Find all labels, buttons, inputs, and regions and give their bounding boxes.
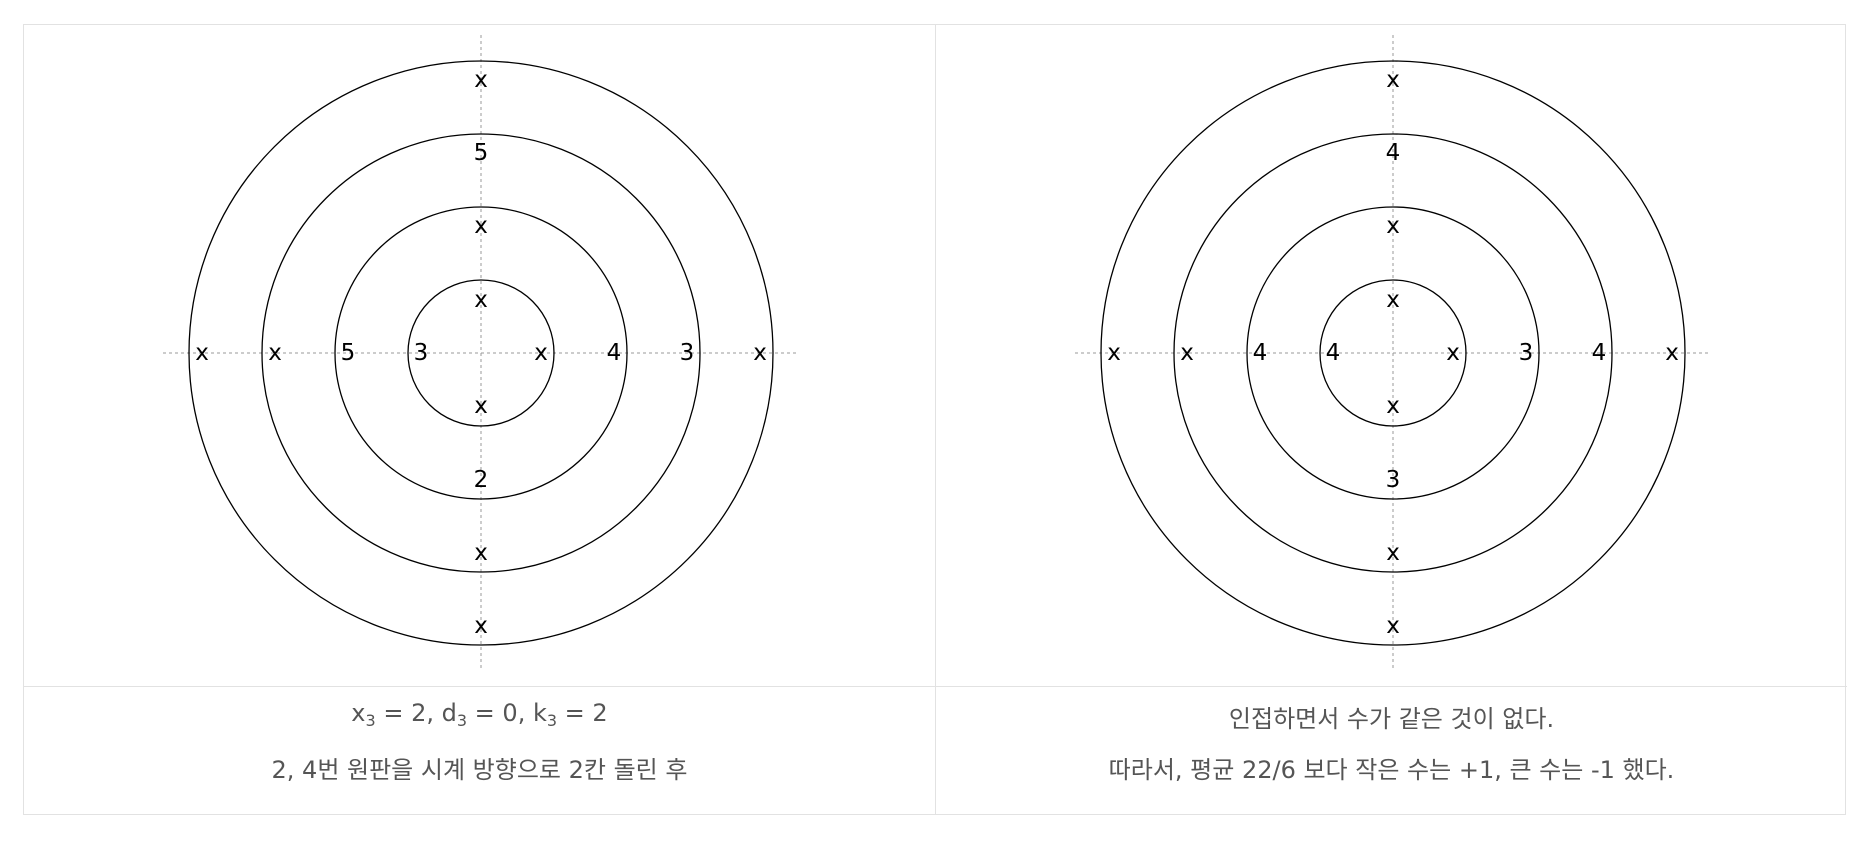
- ring-4-bottom-cell: x: [474, 613, 488, 639]
- formula-term-k: k3 = 2: [532, 699, 608, 730]
- ring-2-top-cell: x: [474, 213, 488, 239]
- ring-4-right-cell: x: [1665, 340, 1679, 366]
- caption-text: 따라서, 평균 22/6 보다 작은 수는 +1, 큰 수는 -1 했다.: [1108, 756, 1675, 784]
- ring-1-bottom-cell: x: [474, 393, 488, 419]
- disc-ring-3: [1173, 133, 1613, 573]
- caption-text: 인접하면서 수가 같은 것이 없다.: [1228, 705, 1555, 733]
- ring-3-right-cell: 4: [1592, 340, 1607, 366]
- ring-2-bottom-cell: 2: [474, 467, 489, 493]
- disc-ring-4: [188, 60, 774, 646]
- formula-term-d: d3 = 0,: [441, 699, 533, 730]
- ring-2-left-cell: 5: [341, 340, 356, 366]
- ring-1-left-cell: 3: [414, 340, 429, 366]
- ring-4-left-cell: x: [195, 340, 209, 366]
- ring-2-bottom-cell: 3: [1386, 467, 1401, 493]
- ring-2-right-cell: 4: [607, 340, 622, 366]
- disc-ring-2: [334, 206, 628, 500]
- ring-2-left-cell: 4: [1253, 340, 1268, 366]
- caption-formula: x3 = 2, d3 = 0, k3 = 2: [24, 699, 935, 730]
- ring-3-left-cell: x: [1180, 340, 1194, 366]
- ring-3-left-cell: x: [268, 340, 282, 366]
- ring-2-top-cell: x: [1386, 213, 1400, 239]
- caption-left: x3 = 2, d3 = 0, k3 = 2 2, 4번 원판을 시계 방향으로…: [24, 686, 935, 814]
- ring-3-top-cell: 5: [474, 140, 489, 166]
- caption-right: 인접하면서 수가 같은 것이 없다. 따라서, 평균 22/6 보다 작은 수는…: [936, 686, 1847, 814]
- ring-3-bottom-cell: x: [474, 540, 488, 566]
- ring-4-top-cell: x: [474, 67, 488, 93]
- disc-ring-1: [1319, 279, 1467, 427]
- ring-1-right-cell: x: [1446, 340, 1460, 366]
- ring-1-bottom-cell: x: [1386, 393, 1400, 419]
- ring-4-top-cell: x: [1386, 67, 1400, 93]
- ring-1-left-cell: 4: [1326, 340, 1341, 366]
- formula-term-x: x3 = 2,: [351, 699, 442, 730]
- disc-ring-2: [1246, 206, 1540, 500]
- disc-ring-4: [1100, 60, 1686, 646]
- disc-ring-3: [261, 133, 701, 573]
- diagram-frame: x x 3 x x 2 5 4 5 x x 3 x x x x x3 = 2, d3 = 0, k3 = 2 …: [23, 24, 1847, 815]
- ring-4-left-cell: x: [1107, 340, 1121, 366]
- ring-2-right-cell: 3: [1519, 340, 1534, 366]
- ring-1-top-cell: x: [474, 287, 488, 313]
- ring-1-right-cell: x: [534, 340, 548, 366]
- ring-4-bottom-cell: x: [1386, 613, 1400, 639]
- ring-3-right-cell: 3: [680, 340, 695, 366]
- ring-4-right-cell: x: [753, 340, 767, 366]
- ring-1-top-cell: x: [1386, 287, 1400, 313]
- caption-text: 2, 4번 원판을 시계 방향으로 2칸 돌린 후: [271, 756, 688, 784]
- disc-ring-1: [407, 279, 555, 427]
- concentric-disc-diagram-left: x x 3 x x 2 5 4 5 x x 3 x x x x: [163, 35, 799, 671]
- concentric-disc-diagram-right: x x 4 x x 3 4 3 4 x x 4 x x x x: [1075, 35, 1711, 671]
- ring-3-top-cell: 4: [1386, 140, 1401, 166]
- ring-3-bottom-cell: x: [1386, 540, 1400, 566]
- panel-right: x x 4 x x 3 4 3 4 x x 4 x x x x 인접하면서 수가 같은 것이 없다. 따라서,…: [935, 25, 1847, 814]
- panel-left: x x 3 x x 2 5 4 5 x x 3 x x x x x3 = 2, d3 = 0, k3 = 2 …: [24, 25, 935, 814]
